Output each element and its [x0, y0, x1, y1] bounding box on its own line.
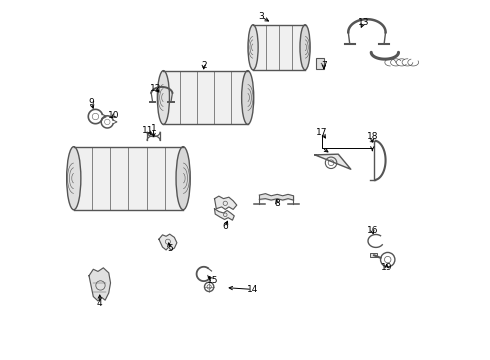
Text: 1: 1: [151, 123, 156, 132]
Text: 3: 3: [258, 12, 264, 21]
Bar: [74, 147, 183, 210]
Text: 4: 4: [97, 299, 102, 308]
Text: 6: 6: [222, 222, 228, 231]
Ellipse shape: [67, 147, 81, 210]
Polygon shape: [215, 209, 234, 220]
Text: 8: 8: [274, 199, 280, 208]
Polygon shape: [315, 154, 351, 169]
Ellipse shape: [242, 71, 254, 125]
Text: 16: 16: [367, 226, 378, 235]
Text: 11: 11: [143, 126, 154, 135]
Text: 7: 7: [321, 61, 327, 70]
Text: 17: 17: [317, 128, 328, 137]
Polygon shape: [215, 196, 237, 210]
Bar: [164, 71, 247, 125]
Text: 14: 14: [246, 285, 258, 294]
Polygon shape: [89, 268, 111, 301]
Text: 19: 19: [381, 264, 392, 273]
Text: 18: 18: [367, 132, 378, 141]
Text: 10: 10: [108, 111, 120, 120]
Text: 9: 9: [89, 98, 95, 107]
Bar: [370, 253, 377, 257]
Polygon shape: [159, 234, 177, 250]
Text: 2: 2: [201, 61, 207, 70]
Ellipse shape: [176, 147, 190, 210]
Text: 15: 15: [207, 276, 219, 285]
Ellipse shape: [248, 25, 258, 70]
Text: 5: 5: [167, 244, 172, 253]
Text: 13: 13: [358, 18, 369, 27]
Ellipse shape: [157, 71, 170, 125]
Bar: [317, 58, 324, 69]
Bar: [253, 25, 305, 70]
Text: 12: 12: [149, 84, 161, 93]
Ellipse shape: [300, 25, 310, 70]
